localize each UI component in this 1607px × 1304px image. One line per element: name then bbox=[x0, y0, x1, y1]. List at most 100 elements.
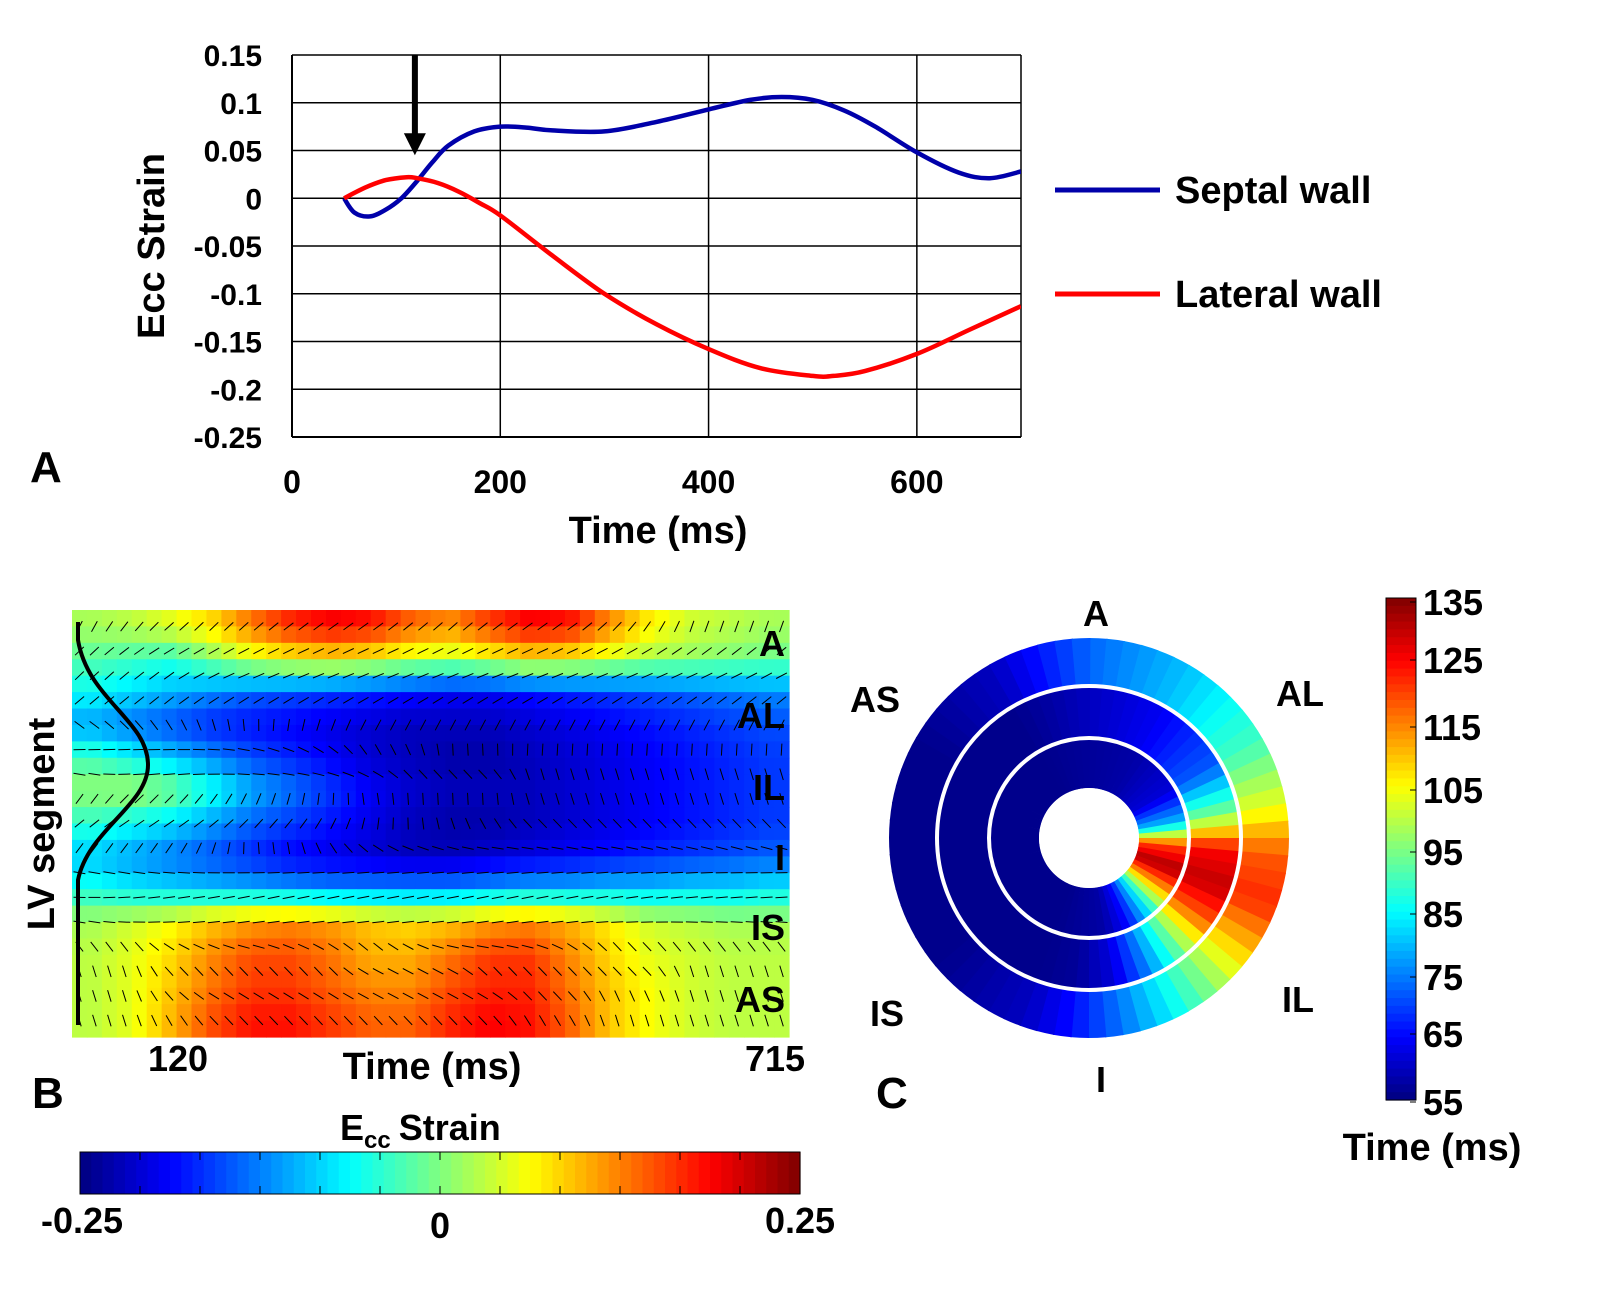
displacement-vector bbox=[267, 747, 280, 752]
displacement-vector bbox=[777, 941, 786, 952]
heatmap-cell bbox=[669, 872, 686, 890]
displacement-vector bbox=[179, 794, 189, 804]
displacement-vector bbox=[492, 673, 504, 679]
heatmap-cell bbox=[684, 807, 700, 825]
colorbar-swatch bbox=[192, 1152, 205, 1194]
heatmap-cell bbox=[161, 659, 178, 677]
heatmap-cell bbox=[311, 1020, 327, 1038]
displacement-vector bbox=[479, 719, 487, 731]
heatmap-cell bbox=[415, 872, 432, 890]
bullseye-sector bbox=[1137, 812, 1188, 830]
displacement-vector bbox=[267, 773, 280, 776]
displacement-vector bbox=[417, 647, 429, 655]
heatmap-cell bbox=[699, 774, 715, 792]
heatmap-cell bbox=[564, 954, 581, 972]
colorbar-swatch bbox=[721, 1152, 734, 1194]
displacement-vector bbox=[119, 819, 130, 828]
displacement-vector bbox=[148, 896, 161, 899]
displacement-vector bbox=[119, 671, 130, 680]
heatmap-cell bbox=[729, 757, 745, 775]
displacement-vector bbox=[120, 621, 129, 632]
heatmap-cell bbox=[176, 905, 193, 923]
bullseye-sector bbox=[1153, 656, 1191, 707]
displacement-vector bbox=[387, 648, 399, 655]
displacement-vector bbox=[119, 696, 130, 705]
bullseye-ring-middle bbox=[936, 685, 1242, 991]
displacement-vector bbox=[372, 770, 384, 778]
displacement-vector bbox=[555, 792, 560, 805]
series-line-septal bbox=[342, 94, 1021, 219]
displacement-vector bbox=[507, 696, 519, 704]
heatmap-cell bbox=[281, 708, 297, 726]
heatmap-cell bbox=[101, 626, 118, 644]
heatmap-cell bbox=[564, 1004, 581, 1022]
displacement-vector bbox=[207, 920, 220, 924]
heatmap-cell bbox=[594, 774, 611, 792]
heatmap-cell bbox=[86, 971, 103, 989]
displacement-vector bbox=[358, 622, 369, 631]
displacement-vector bbox=[253, 672, 265, 679]
heatmap-cell bbox=[116, 1020, 133, 1038]
heatmap-cell bbox=[206, 659, 222, 677]
heatmap-cell bbox=[609, 659, 626, 677]
heatmap-cell bbox=[325, 1020, 342, 1038]
colorbar-swatch bbox=[665, 1152, 677, 1194]
heatmap-cell bbox=[236, 807, 252, 825]
heatmap-cell bbox=[535, 610, 551, 628]
panel-c-letter: C bbox=[876, 1069, 908, 1118]
displacement-vector bbox=[626, 647, 638, 655]
heatmap-cell bbox=[236, 971, 252, 989]
bullseye-sector bbox=[1097, 739, 1116, 790]
heatmap-cell bbox=[415, 757, 432, 775]
heatmap-cell bbox=[579, 954, 596, 972]
displacement-vector bbox=[670, 871, 684, 874]
colorbar-b-title-e: E bbox=[340, 1107, 364, 1148]
heatmap-cell bbox=[699, 807, 715, 825]
bullseye-sector bbox=[1070, 887, 1085, 938]
displacement-vector bbox=[506, 648, 519, 655]
heatmap-cell bbox=[236, 1020, 252, 1038]
heatmap-cell bbox=[281, 610, 297, 628]
displacement-vector bbox=[255, 793, 262, 805]
displacement-vector bbox=[779, 1014, 784, 1027]
displacement-vector bbox=[332, 792, 335, 805]
heatmap-cell bbox=[460, 954, 476, 972]
displacement-vector bbox=[507, 991, 518, 1001]
heatmap-cell bbox=[251, 954, 267, 972]
displacement-vector bbox=[358, 942, 369, 951]
heatmap-cell bbox=[699, 971, 715, 989]
displacement-vector bbox=[689, 965, 695, 978]
heatmap-cell bbox=[370, 675, 387, 693]
heatmap-cell bbox=[490, 1020, 506, 1038]
heatmap-cell bbox=[221, 757, 237, 775]
displacement-vector bbox=[343, 967, 354, 976]
displacement-vector bbox=[719, 1014, 725, 1027]
heatmap-cell bbox=[355, 1004, 372, 1022]
heatmap-cell bbox=[550, 724, 566, 742]
displacement-vector bbox=[242, 718, 245, 731]
heatmap-cell bbox=[579, 1004, 596, 1022]
heatmap-cell bbox=[520, 954, 536, 972]
heatmap-cell bbox=[759, 724, 775, 742]
displacement-vector bbox=[446, 895, 459, 899]
displacement-vector bbox=[552, 818, 562, 829]
heatmap-cell bbox=[116, 823, 133, 841]
colorbar-swatch bbox=[1386, 699, 1416, 709]
heatmap-cell bbox=[176, 1004, 193, 1022]
heatmap-cell bbox=[296, 807, 312, 825]
displacement-vector bbox=[749, 990, 754, 1002]
bullseye-sector bbox=[1175, 954, 1218, 1003]
heatmap-cell bbox=[400, 724, 417, 742]
displacement-vector bbox=[297, 772, 310, 776]
colorbar-swatch bbox=[1386, 872, 1416, 881]
heatmap-cell bbox=[131, 1020, 148, 1038]
displacement-vector bbox=[238, 696, 250, 704]
displacement-vector bbox=[764, 792, 769, 805]
displacement-vector bbox=[118, 896, 131, 899]
heatmap-cell bbox=[639, 922, 656, 940]
heatmap-cell bbox=[311, 1004, 327, 1022]
displacement-vector bbox=[775, 921, 788, 923]
heatmap-cell bbox=[385, 856, 402, 874]
strain-colorbar bbox=[79, 1151, 801, 1195]
bullseye-sector bbox=[1035, 984, 1063, 1035]
